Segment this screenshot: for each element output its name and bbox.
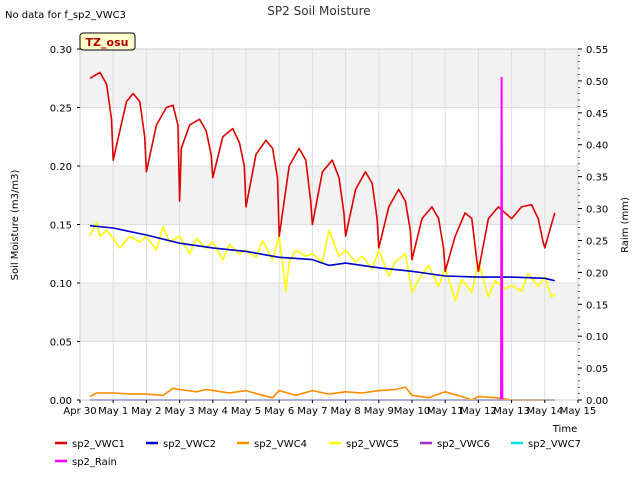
legend-label-sp2-vwc1: sp2_VWC1 — [72, 439, 125, 450]
y2-tick-label: 0.05 — [586, 364, 608, 375]
x-axis-ticks: Apr 30 May 1 May 2 May 3 May 4 May 5 May 6 May … — [63, 400, 596, 417]
x-tick-label: Apr 30 — [63, 406, 96, 417]
x-tick-label: May 14 — [527, 406, 564, 417]
series-line-sp2-vwc2 — [89, 224, 555, 282]
x-tick-label: May 10 — [394, 406, 431, 417]
x-tick-label: May 5 — [231, 406, 261, 417]
y-tick-label: 0.10 — [50, 279, 72, 290]
x-tick-label: May 7 — [297, 406, 327, 417]
legend-label-sp2-vwc2: sp2_VWC2 — [163, 439, 216, 450]
x-tick-label: May 1 — [98, 406, 128, 417]
chart-title: SP2 Soil Moisture — [267, 4, 370, 18]
x-axis-label: Time — [552, 424, 577, 435]
x-tick-label: May 13 — [493, 406, 530, 417]
band — [80, 107, 578, 166]
y-tick-label: 0.00 — [50, 396, 72, 407]
legend-label-sp2-vwc7: sp2_VWC7 — [528, 439, 581, 450]
y2-axis-label: Raim (mm) — [620, 197, 631, 253]
series-line-sp2-vwc1 — [89, 71, 556, 273]
y-tick-label: 0.05 — [50, 338, 72, 349]
y2-tick-label: 0.30 — [586, 205, 608, 216]
band — [80, 283, 578, 342]
y-axis-label: Soil Moisture (m3/m3) — [10, 170, 21, 281]
x-tick-label: May 3 — [164, 406, 194, 417]
x-tick-label: May 8 — [330, 406, 360, 417]
x-tick-label: May 4 — [198, 406, 228, 417]
y2-tick-label: 0.10 — [586, 332, 608, 343]
series-line-sp2-vwc5 — [89, 221, 556, 302]
legend-label-sp2-rain: sp2_Rain — [72, 457, 117, 468]
y-tick-label: 0.25 — [50, 104, 72, 115]
no-data-note: No data for f_sp2_VWC3 — [5, 10, 126, 21]
band — [80, 49, 578, 108]
band — [80, 224, 578, 283]
x-tick-label: May 15 — [560, 406, 597, 417]
y-axis-ticks: 0.00 0.05 0.10 0.15 0.20 0.25 0.30 — [50, 45, 80, 407]
tz-badge: TZ_osu — [79, 32, 136, 51]
legend-label-sp2-vwc5: sp2_VWC5 — [346, 439, 399, 450]
y2-tick-label: 0.45 — [586, 109, 608, 120]
x-tick-label: May 9 — [364, 406, 394, 417]
y2-tick-label: 0.15 — [586, 300, 608, 311]
y2-tick-label: 0.50 — [586, 77, 608, 88]
legend-label-sp2-vwc4: sp2_VWC4 — [254, 439, 307, 450]
legend-label-sp2-vwc6: sp2_VWC6 — [437, 439, 490, 450]
y2-tick-label: 0.20 — [586, 268, 608, 279]
x-tick-label: May 11 — [427, 406, 464, 417]
x-tick-label: May 2 — [131, 406, 161, 417]
y-tick-label: 0.30 — [50, 45, 72, 56]
legend: sp2_VWC1 sp2_VWC2 sp2_VWC4 sp2_VWC5 sp2_VWC6… — [55, 439, 581, 468]
band — [80, 341, 578, 400]
band — [80, 166, 578, 225]
series-line-sp2-vwc4 — [89, 386, 555, 401]
y-tick-label: 0.15 — [50, 221, 72, 232]
tz-badge-label: TZ_osu — [86, 36, 129, 49]
y-tick-label: 0.20 — [50, 162, 72, 173]
plot-background-bands — [80, 49, 578, 400]
x-tick-label: May 12 — [460, 406, 497, 417]
y2-tick-label: 0.00 — [586, 396, 608, 407]
y2-axis-ticks: 0.00 0.05 0.10 0.15 0.20 0.25 0.30 0.35 0.40 0.45… — [578, 45, 608, 407]
x-tick-label: May 6 — [264, 406, 294, 417]
series-line-sp2-rain — [500, 76, 504, 401]
y2-tick-label: 0.40 — [586, 141, 608, 152]
y2-tick-label: 0.55 — [586, 45, 608, 56]
y2-tick-label: 0.35 — [586, 173, 608, 184]
y2-tick-label: 0.25 — [586, 236, 608, 247]
